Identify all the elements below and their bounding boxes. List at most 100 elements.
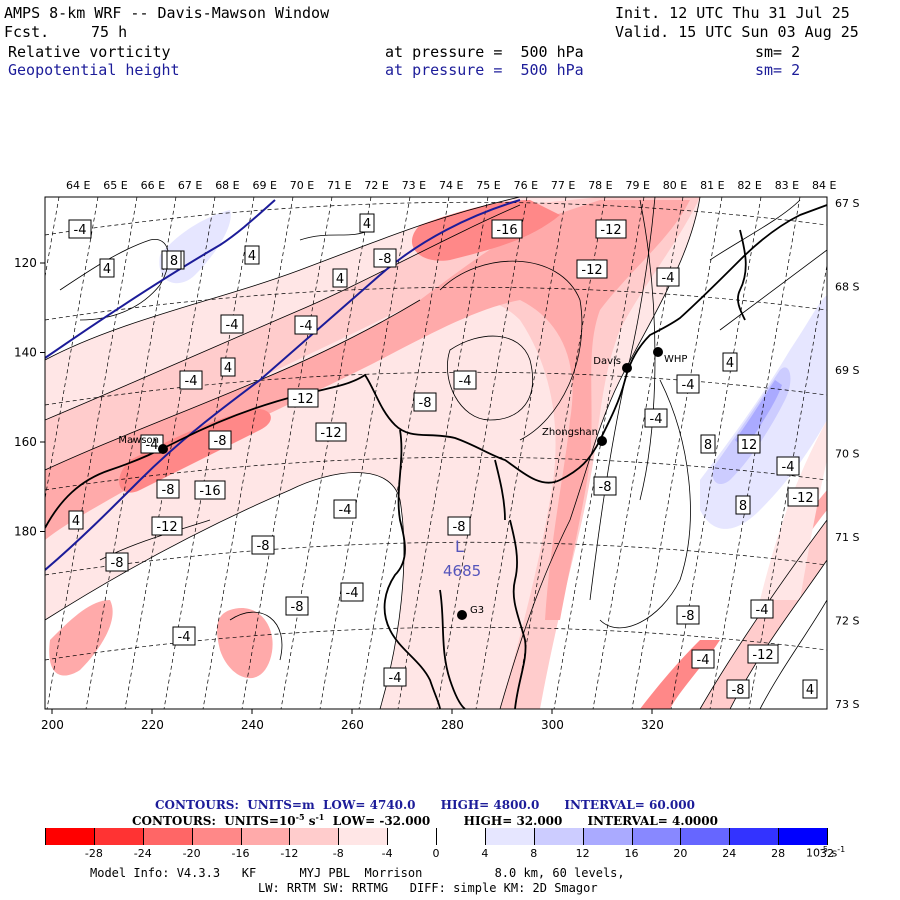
lon-label: 82 E bbox=[737, 179, 761, 192]
contour-label: -8 bbox=[447, 516, 471, 536]
contour-label: -8 bbox=[285, 596, 309, 616]
svg-text:-8: -8 bbox=[257, 539, 270, 554]
svg-text:4: 4 bbox=[224, 361, 232, 376]
colorbar-unit: 10-5 s-1 bbox=[806, 845, 846, 860]
colorbar bbox=[45, 828, 828, 845]
low-center-marker: L bbox=[455, 537, 464, 556]
colorbar-label: -8 bbox=[332, 847, 344, 860]
svg-text:4: 4 bbox=[103, 262, 111, 277]
svg-text:-4: -4 bbox=[682, 378, 695, 393]
svg-text:-4: -4 bbox=[650, 412, 663, 427]
colorbar-label: 16 bbox=[624, 847, 639, 860]
contour-label: -8 bbox=[593, 476, 617, 496]
svg-text:-12: -12 bbox=[792, 491, 813, 506]
field2-name: Geopotential height bbox=[8, 61, 180, 79]
colorbar-swatch bbox=[46, 828, 95, 845]
station-layer: Mawson Davis WHP Zhongshan G3 bbox=[118, 347, 687, 620]
lon-label: 66 E bbox=[141, 179, 165, 192]
svg-text:4: 4 bbox=[248, 249, 256, 264]
svg-text:-8: -8 bbox=[599, 480, 612, 495]
colorbar-label: 0 bbox=[432, 847, 440, 860]
contour-label: -12 bbox=[315, 422, 347, 442]
x-tick-label: 280 bbox=[441, 718, 464, 732]
colorbar-label: 4 bbox=[481, 847, 489, 860]
contour-label: 4 bbox=[359, 213, 375, 233]
lat-label: 72 S bbox=[835, 615, 859, 628]
svg-text:12: 12 bbox=[741, 438, 758, 453]
low-center-value: 4685 bbox=[443, 562, 481, 580]
svg-text:-8: -8 bbox=[291, 600, 304, 615]
field2-level: at pressure = 500 hPa bbox=[385, 61, 584, 79]
lon-label: 81 E bbox=[700, 179, 724, 192]
contour-label: -12 bbox=[787, 487, 819, 507]
svg-text:-8: -8 bbox=[111, 556, 124, 571]
height-contours bbox=[45, 199, 521, 571]
svg-text:8: 8 bbox=[739, 499, 747, 514]
contour-label: 4 bbox=[722, 352, 738, 372]
lon-label: 74 E bbox=[439, 179, 463, 192]
contour-label: -4 bbox=[383, 667, 407, 687]
colorbar-swatch bbox=[437, 828, 486, 845]
model-info-line2: LW: RRTM SW: RRTMG DIFF: simple KM: 2D S… bbox=[258, 881, 598, 895]
latitude-labels: 67 S 68 S 69 S 70 S 71 S 72 S 73 S bbox=[835, 197, 859, 711]
svg-text:Zhongshan: Zhongshan bbox=[542, 427, 598, 438]
colorbar-swatch bbox=[192, 828, 242, 845]
contour-label: -8 bbox=[156, 479, 180, 499]
svg-text:-4: -4 bbox=[300, 319, 313, 334]
contour-label: -8 bbox=[251, 535, 275, 555]
contour-label: -8 bbox=[208, 430, 232, 450]
lon-label: 83 E bbox=[775, 179, 799, 192]
colorbar-label: 8 bbox=[530, 847, 538, 860]
contour-label: -4 bbox=[656, 267, 680, 287]
y-tick-label: 160 bbox=[14, 435, 37, 449]
svg-text:-4: -4 bbox=[178, 630, 191, 645]
lat-label: 69 S bbox=[835, 364, 859, 377]
svg-text:-4: -4 bbox=[146, 438, 159, 453]
contour-label: 4 bbox=[68, 510, 84, 530]
contour-label: -16 bbox=[194, 480, 226, 500]
svg-text:4: 4 bbox=[72, 514, 80, 529]
contour-label: 4 bbox=[332, 268, 348, 288]
svg-text:-12: -12 bbox=[292, 392, 313, 407]
contours-vorticity-info: CONTOURS: UNITS=10-5 s-1 LOW= -32.000 HI… bbox=[132, 812, 718, 828]
contour-label: -8 bbox=[105, 552, 129, 572]
svg-text:4: 4 bbox=[806, 683, 814, 698]
svg-text:-4: -4 bbox=[389, 671, 402, 686]
contour-label: 12 bbox=[737, 434, 761, 454]
contour-label: -4 bbox=[691, 649, 715, 669]
contour-label: -4 bbox=[68, 219, 92, 239]
svg-text:-4: -4 bbox=[226, 318, 239, 333]
contour-label: -16 bbox=[491, 219, 523, 239]
colorbar-label: 28 bbox=[771, 847, 786, 860]
svg-text:-12: -12 bbox=[581, 263, 602, 278]
y-axis-ticks: 120 140 160 180 bbox=[14, 256, 45, 539]
svg-text:-8: -8 bbox=[379, 252, 392, 267]
vorticity-map: -4 4 -8 4 -16 -12 -12 -4 -4 8 4 4 -8 4 -4 -4 -4 4 -12 -12 -8… bbox=[14, 179, 859, 732]
colorbar-swatch bbox=[632, 828, 682, 845]
contour-label: 8 bbox=[700, 434, 716, 454]
lon-label: 80 E bbox=[663, 179, 687, 192]
colorbar-swatch bbox=[681, 828, 731, 845]
contour-label: 8 bbox=[735, 495, 751, 515]
x-tick-label: 320 bbox=[641, 718, 664, 732]
y-tick-label: 140 bbox=[14, 346, 37, 360]
x-axis-ticks: 200 220 240 260 280 300 320 bbox=[41, 709, 664, 732]
lat-label: 70 S bbox=[835, 448, 859, 461]
svg-text:-16: -16 bbox=[199, 484, 220, 499]
colorbar-swatch bbox=[583, 828, 633, 845]
map-title: AMPS 8-km WRF -- Davis-Mawson Window bbox=[4, 4, 330, 22]
svg-text:Davis: Davis bbox=[593, 356, 621, 367]
svg-text:-8: -8 bbox=[682, 609, 695, 624]
contour-label: -4 bbox=[172, 626, 196, 646]
lon-label: 73 E bbox=[402, 179, 426, 192]
contour-label: -8 bbox=[676, 605, 700, 625]
svg-text:-16: -16 bbox=[496, 223, 517, 238]
coastline bbox=[45, 204, 827, 709]
contour-label: -12 bbox=[595, 219, 627, 239]
contour-label: -4 bbox=[453, 370, 477, 390]
svg-text:-8: -8 bbox=[419, 396, 432, 411]
contour-label: -4 bbox=[776, 456, 800, 476]
colorbar-swatch bbox=[388, 828, 437, 845]
lon-label: 84 E bbox=[812, 179, 836, 192]
contour-label: -4 bbox=[644, 408, 668, 428]
